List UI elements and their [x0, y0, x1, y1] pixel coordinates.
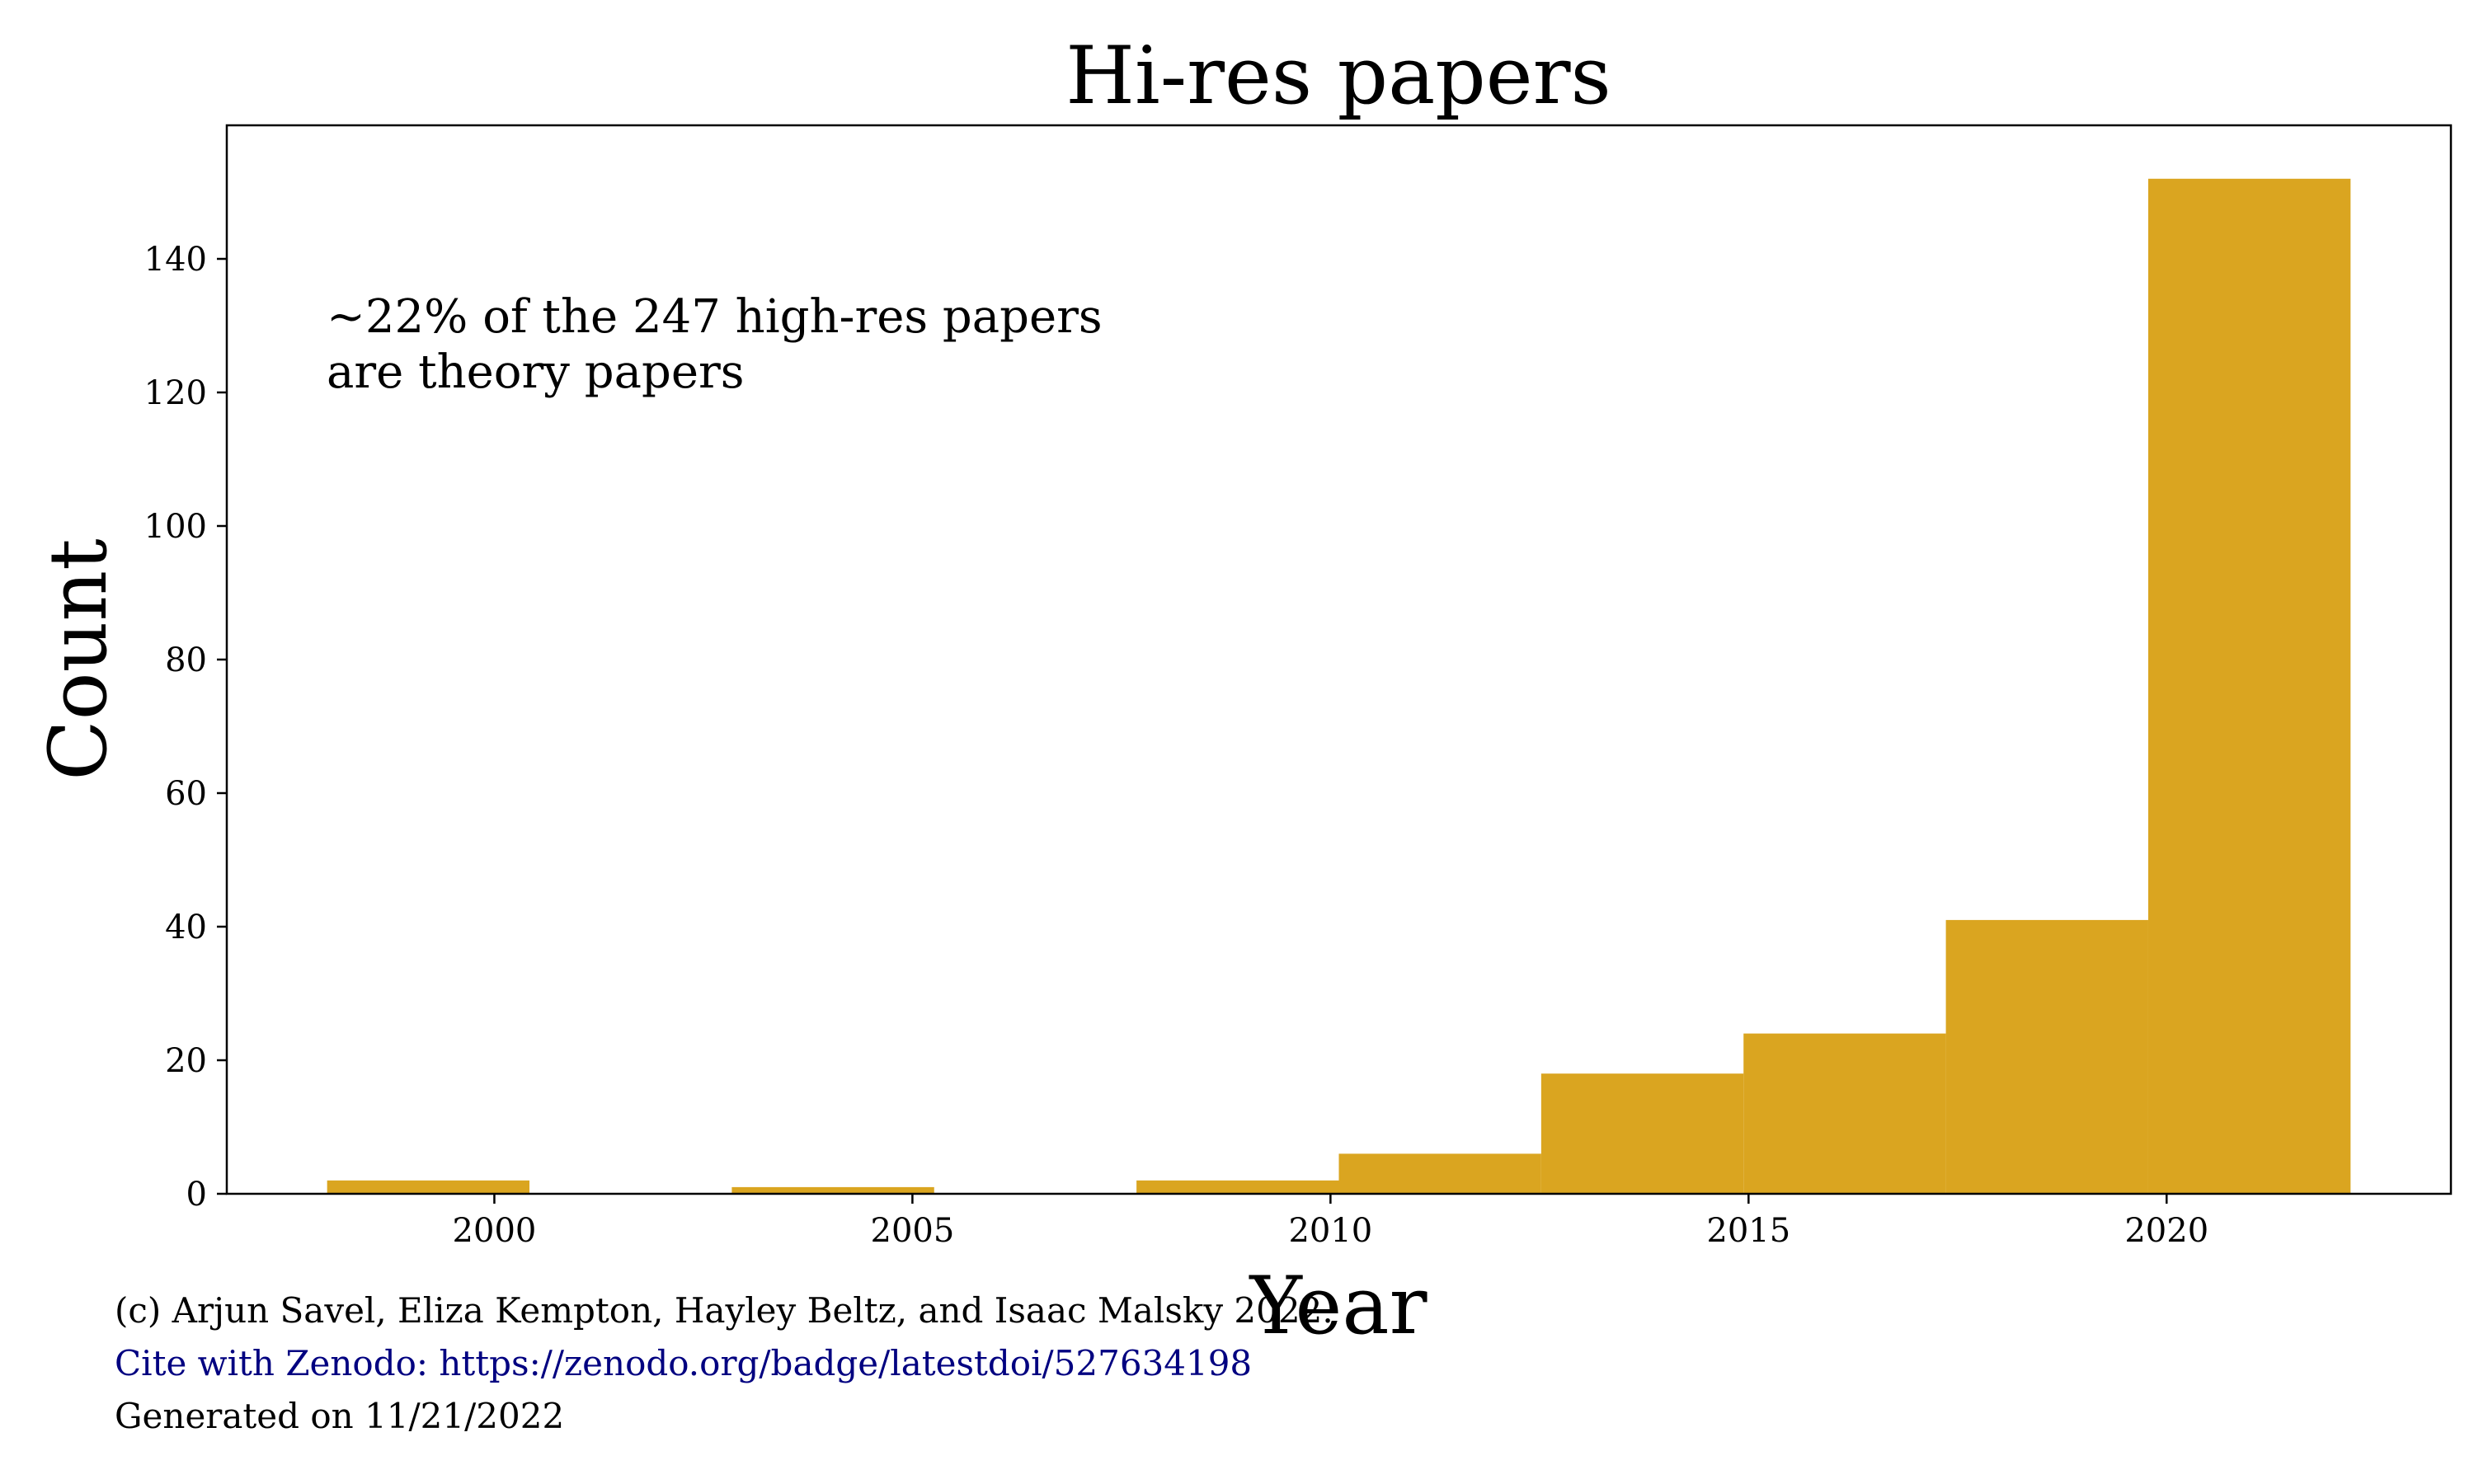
annotation-line-1: ~22% of the 247 high-res papers [327, 290, 1103, 344]
histogram-bar [1338, 1153, 1541, 1194]
histogram-bar [1540, 1073, 1744, 1194]
zenodo-citation-link[interactable]: Cite with Zenodo: https://zenodo.org/bad… [115, 1343, 1252, 1383]
x-tick-label: 2000 [453, 1212, 537, 1250]
x-tick-label: 2010 [1288, 1212, 1372, 1250]
generated-date: Generated on 11/21/2022 [115, 1396, 564, 1436]
y-tick-label: 80 [165, 641, 207, 679]
histogram-bar [731, 1186, 934, 1194]
y-tick-label: 100 [144, 508, 207, 546]
x-axis: 2000 2005 2010 2015 2020 [453, 1194, 2208, 1250]
y-tick-label: 140 [144, 241, 207, 279]
histogram-bar [2147, 178, 2351, 1194]
x-axis-label: Year [1249, 1260, 1427, 1352]
y-axis: 0 20 40 60 80 100 120 140 [144, 241, 227, 1214]
histogram-bar [1945, 919, 2148, 1194]
y-tick-label: 0 [186, 1176, 207, 1214]
y-tick-label: 20 [165, 1042, 207, 1080]
chart-title: Hi-res papers [1065, 30, 1611, 122]
y-tick-label: 40 [165, 909, 207, 946]
copyright-text: (c) Arjun Savel, Eliza Kempton, Hayley B… [115, 1290, 1333, 1331]
bars-group [327, 178, 2351, 1194]
histogram-bar [327, 1180, 530, 1194]
x-tick-label: 2020 [2124, 1212, 2208, 1250]
y-tick-label: 120 [144, 374, 207, 412]
histogram-bar [1136, 1180, 1339, 1194]
y-axis-label: Count [32, 538, 125, 780]
x-tick-label: 2015 [1706, 1212, 1790, 1250]
histogram-bar [1743, 1033, 1946, 1194]
annotation-line-2: are theory papers [327, 345, 744, 399]
x-tick-label: 2005 [871, 1212, 955, 1250]
y-tick-label: 60 [165, 775, 207, 813]
